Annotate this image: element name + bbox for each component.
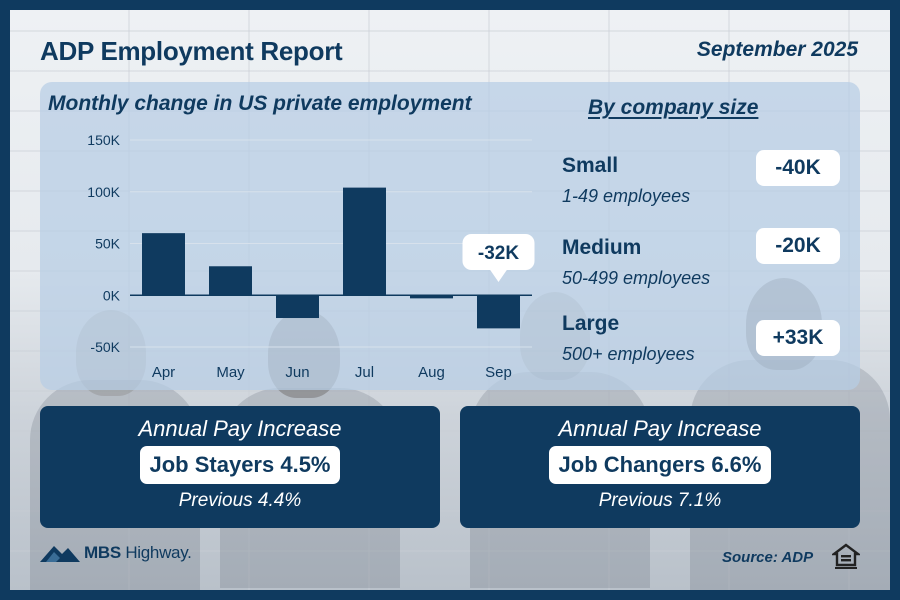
- bar-jun: [276, 295, 319, 319]
- brand-strong: MBS: [84, 543, 121, 562]
- segment-large-value: +33K: [756, 320, 840, 356]
- y-tick-label: 150K: [87, 132, 120, 148]
- pay-card-previous: Previous 7.1%: [598, 490, 722, 511]
- pay-card-title: Annual Pay Increase: [558, 416, 762, 441]
- segment-medium-sublabel: 50-499 employees: [562, 268, 711, 288]
- x-tick-label: Apr: [152, 364, 175, 381]
- segment-small-label: Small: [562, 154, 619, 177]
- bar-sep: [477, 295, 520, 329]
- annotation-label: -32K: [478, 243, 519, 264]
- chart-title: Monthly change in US private employment: [48, 92, 472, 115]
- mbs-highway-logo-icon: [40, 546, 80, 562]
- annotation-pointer: [489, 269, 508, 282]
- mbs-highway-logo: MBS Highway.: [40, 542, 192, 564]
- pay-card-main-value: Job Stayers 4.5%: [139, 446, 341, 484]
- segment-medium-label: Medium: [562, 236, 642, 259]
- segment-large-label: Large: [562, 312, 620, 335]
- segment-large-sublabel: 500+ employees: [562, 344, 695, 364]
- pay-card-main-value: Job Changers 6.6%: [548, 446, 772, 484]
- x-tick-label: Aug: [418, 364, 445, 381]
- y-tick-label: 50K: [95, 236, 121, 252]
- pay-card-job-changers: Annual Pay Increase Job Changers 6.6% Pr…: [460, 406, 860, 528]
- mbs-highway-logo-text: MBS Highway.: [84, 543, 192, 563]
- x-tick-label: May: [216, 364, 245, 381]
- segment-small-value: -40K: [756, 150, 840, 186]
- x-tick-label: Jul: [355, 364, 374, 381]
- report-title: ADP Employment Report: [40, 36, 343, 66]
- chart-panel: Monthly change in US private employment …: [40, 82, 860, 390]
- y-tick-label: -50K: [90, 339, 120, 355]
- y-tick-label: 100K: [87, 184, 120, 200]
- bar-may: [209, 266, 252, 296]
- pay-card-title: Annual Pay Increase: [138, 416, 342, 441]
- pay-card-previous: Previous 4.4%: [178, 490, 302, 511]
- company-size-title: By company size: [588, 96, 759, 119]
- bar-apr: [142, 233, 185, 296]
- source-label: Source: ADP: [722, 549, 814, 566]
- x-tick-label: Sep: [485, 364, 512, 381]
- y-tick-label: 0K: [103, 287, 121, 303]
- report-frame: ADP Employment Report September 2025 Mon…: [10, 10, 890, 590]
- bar-aug: [410, 295, 453, 299]
- equal-housing-opportunity-icon: [832, 543, 860, 569]
- brand-light: Highway.: [120, 543, 192, 562]
- bar-chart: 150K 100K 50K 0K -50K Apr May Jun Jul Aug Sep -32…: [87, 132, 535, 381]
- segment-small-sublabel: 1-49 employees: [562, 186, 691, 206]
- x-tick-label: Jun: [285, 364, 309, 381]
- bar-jul: [343, 187, 386, 296]
- segment-medium-value: -20K: [756, 228, 840, 264]
- pay-card-job-stayers: Annual Pay Increase Job Stayers 4.5% Pre…: [40, 406, 440, 528]
- report-date: September 2025: [696, 38, 858, 61]
- annotation-callout: -32K: [462, 234, 535, 282]
- annotation-bubble: [462, 234, 535, 270]
